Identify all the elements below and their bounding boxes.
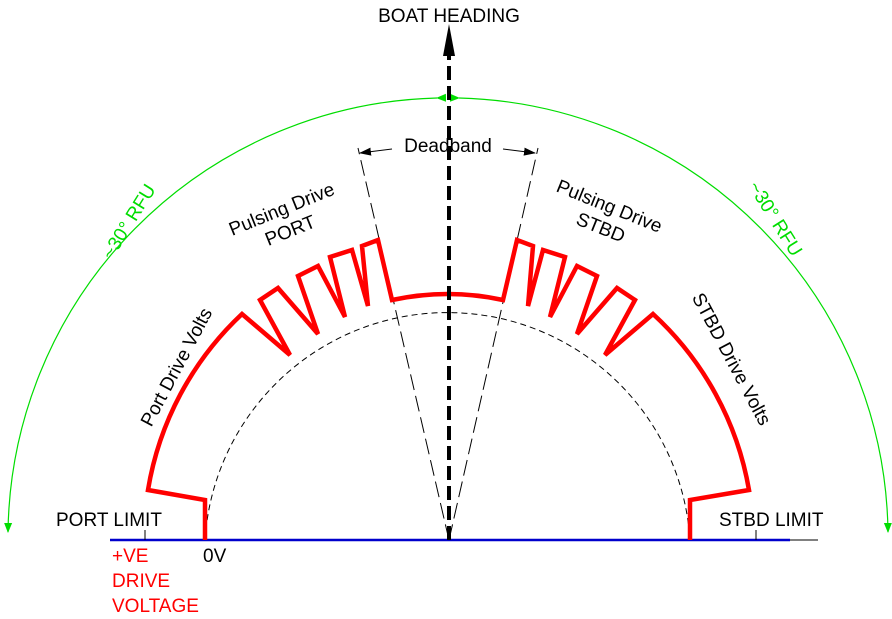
boat-heading-arrowhead bbox=[443, 24, 455, 56]
positive-drive-voltage-label: +VE DRIVE VOLTAGE bbox=[112, 546, 199, 617]
ve-line1: +VE bbox=[112, 546, 148, 567]
ve-line3: VOLTAGE bbox=[112, 596, 199, 617]
rfu-arc-stbd bbox=[449, 93, 892, 533]
ve-line2: DRIVE bbox=[112, 571, 170, 592]
rfu-arc-port bbox=[4, 93, 447, 533]
port-limit-label: PORT LIMIT bbox=[56, 510, 162, 531]
deadband-dimension-right bbox=[502, 147, 536, 156]
deadband-boundary-stbd bbox=[448, 147, 539, 541]
rfu-label-port: ~30° RFU bbox=[98, 181, 160, 263]
deadband-boundary-port bbox=[357, 147, 450, 541]
rfu-label-stbd: ~30° RFU bbox=[743, 178, 805, 260]
boat-heading-label: BOAT HEADING bbox=[378, 6, 520, 27]
stbd-limit-label: STBD LIMIT bbox=[719, 510, 824, 531]
deadband-dimension-left bbox=[359, 147, 393, 156]
pulsing-drive-stbd-label: Pulsing Drive STBD bbox=[553, 176, 665, 247]
pulsing-drive-port-label: Pulsing Drive PORT bbox=[226, 179, 338, 251]
port-drive-volts-label: Port Drive Volts bbox=[137, 305, 217, 430]
stbd-drive-volts-label: STBD Drive Volts bbox=[687, 290, 774, 429]
zero-volt-label: 0V bbox=[203, 546, 227, 567]
